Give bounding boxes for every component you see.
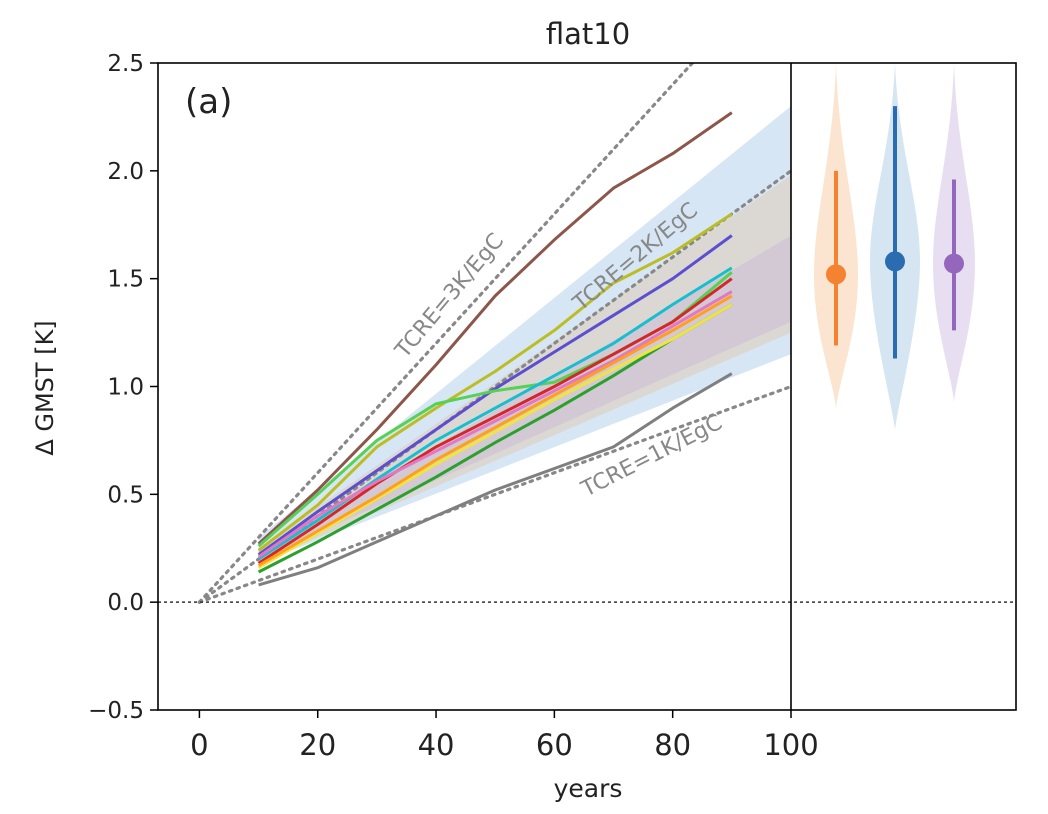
- series-line-1: [257, 212, 733, 552]
- y-axis-label: Δ GMST [K]: [31, 320, 59, 455]
- violin-median-1: [885, 251, 905, 272]
- series-line-3: [257, 303, 733, 574]
- tcre-line-0: [197, 384, 791, 604]
- y-tick-label: −0.5: [88, 698, 144, 724]
- violin-median-0: [826, 264, 846, 285]
- x-tick-label: 60: [536, 728, 573, 762]
- series-line-10: [258, 372, 733, 587]
- series-line-2: [257, 234, 733, 556]
- series-line-6: [257, 277, 733, 565]
- x-tick-label: 40: [418, 728, 455, 762]
- y-tick-label: 2.5: [107, 51, 144, 77]
- y-tick-label: 0.0: [107, 590, 144, 616]
- shaded-ranges: [258, 106, 791, 564]
- x-tick-label: 100: [763, 728, 818, 762]
- x-tick-label: 20: [299, 728, 336, 762]
- model-series: [257, 111, 733, 587]
- y-tick-label: 1.5: [107, 267, 144, 293]
- tcre-label-2: TCRE=3K/EgC: [390, 229, 509, 364]
- series-line-5: [257, 266, 733, 561]
- x-tick-label: 80: [654, 728, 691, 762]
- series-line-0: [257, 111, 733, 546]
- y-tick-label: 0.5: [107, 482, 144, 508]
- series-line-8: [257, 303, 733, 569]
- panel-label: (a): [185, 82, 232, 122]
- shaded-range-2: [258, 235, 791, 560]
- x-tick-label: 0: [190, 728, 208, 762]
- violin-median-2: [944, 253, 964, 274]
- shaded-range-0: [258, 106, 791, 564]
- series-line-7: [257, 290, 733, 559]
- y-tick-label: 2.0: [107, 159, 144, 185]
- violin-panel: [814, 63, 975, 430]
- y-tick-label: 1.0: [107, 375, 144, 401]
- chart-title: flat10: [546, 17, 630, 51]
- x-axis-label: years: [554, 774, 623, 803]
- series-line-9: [257, 294, 733, 567]
